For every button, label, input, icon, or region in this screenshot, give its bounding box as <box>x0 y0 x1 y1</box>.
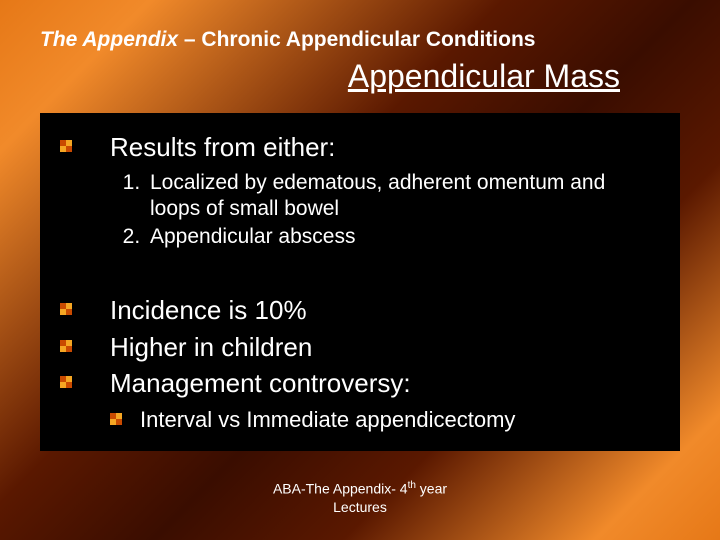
bullet-text: Management controversy: <box>110 367 411 400</box>
slide-header: The Appendix – Chronic Appendicular Cond… <box>40 28 680 52</box>
bullet-icon <box>60 303 72 315</box>
slide: The Appendix – Chronic Appendicular Cond… <box>0 0 720 540</box>
header-italic: The Appendix <box>40 28 178 51</box>
bullet-text: Higher in children <box>110 331 312 364</box>
bullet-row: Results from either: <box>60 131 660 164</box>
list-item: Localized by edematous, adherent omentum… <box>146 170 660 223</box>
bullet-text: Incidence is 10% <box>110 294 307 327</box>
footer-line1-pre: ABA-The Appendix- 4 <box>273 481 408 497</box>
bullet-row: Incidence is 10% <box>60 294 660 327</box>
sub-bullet-text: Interval vs Immediate appendicectomy <box>140 406 515 434</box>
content-block-1: Results from either: Localized by edemat… <box>40 113 680 276</box>
header-rest: Chronic Appendicular Conditions <box>201 28 535 51</box>
bullet-icon <box>60 340 72 352</box>
content-block-2: Incidence is 10% Higher in children Mana… <box>40 276 680 451</box>
slide-title: Appendicular Mass <box>40 58 680 95</box>
bullet-row: Higher in children <box>60 331 660 364</box>
footer-line1-sup: th <box>408 480 416 491</box>
footer-line2: Lectures <box>333 499 387 515</box>
sub-bullet-row: Interval vs Immediate appendicectomy <box>110 406 660 434</box>
bullet-icon <box>60 140 72 152</box>
list-item: Appendicular abscess <box>146 224 660 250</box>
numbered-list: Localized by edematous, adherent omentum… <box>146 170 660 251</box>
footer-line1-post: year <box>416 481 447 497</box>
header-dash: – <box>178 28 201 51</box>
bullet-icon <box>110 413 122 425</box>
bullet-row: Management controversy: <box>60 367 660 400</box>
slide-footer: ABA-The Appendix- 4th year Lectures <box>0 480 720 516</box>
bullet-text: Results from either: <box>110 131 335 164</box>
bullet-icon <box>60 376 72 388</box>
